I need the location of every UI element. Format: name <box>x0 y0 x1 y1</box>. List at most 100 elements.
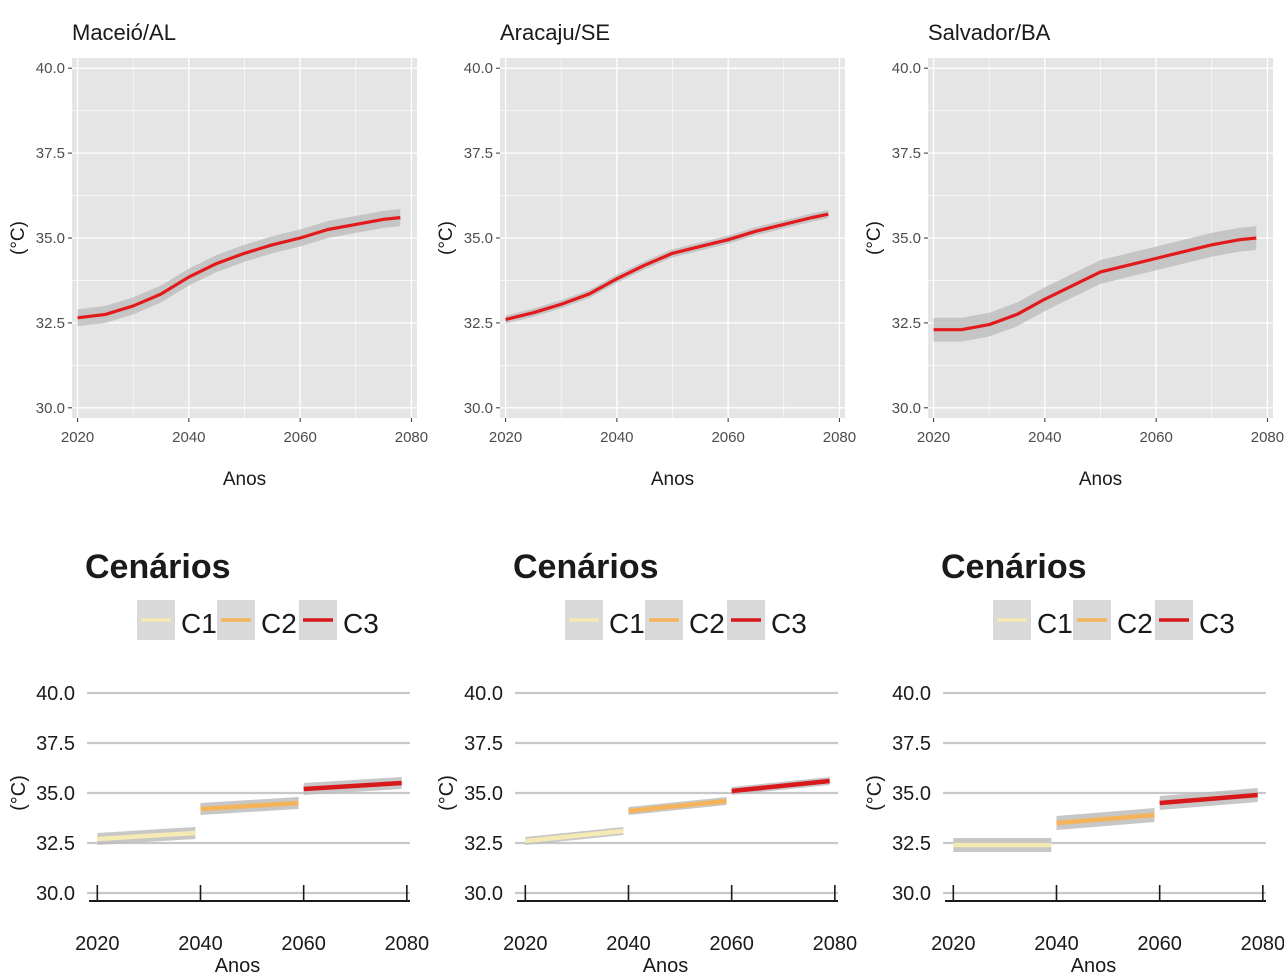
y-tick-label: 30.0 <box>36 400 65 417</box>
series-line-c1 <box>525 828 624 844</box>
x-tick-label: 2060 <box>1139 429 1172 446</box>
panel-title: Salvador/BA <box>928 20 1051 45</box>
x-axis-title: Anos <box>1071 955 1117 977</box>
chart-panel-1: Maceió/AL 30.0 32.5 35.0 37.5 40.0 2020 2040 206… <box>8 20 428 490</box>
x-tick-label: 2080 <box>823 429 856 446</box>
x-axis-title: Anos <box>1079 469 1122 490</box>
x-axis-title: Anos <box>651 469 694 490</box>
y-axis-title: (°C) <box>436 775 458 811</box>
y-tick-label: 32.5 <box>892 833 931 855</box>
y-tick-label: 35.0 <box>892 783 931 805</box>
y-axis-title: (°C) <box>864 221 885 255</box>
series-line-c2 <box>628 798 727 814</box>
y-tick-label: 35.0 <box>464 783 503 805</box>
x-tick-label: 2020 <box>61 429 94 446</box>
chart-panel-3: Salvador/BA 30.0 32.5 35.0 37.5 40.0 2020 2040 2… <box>864 20 1284 490</box>
legend-label: C3 <box>771 608 807 639</box>
y-axis-title: (°C) <box>436 221 457 255</box>
legend-label: C2 <box>1117 608 1153 639</box>
x-tick-label: 2040 <box>1028 429 1061 446</box>
y-tick-label: 30.0 <box>464 883 503 905</box>
x-tick-label: 2020 <box>931 933 976 955</box>
x-tick-label: 2020 <box>75 933 120 955</box>
series-line-c1 <box>97 830 196 842</box>
y-tick-label: 30.0 <box>36 883 75 905</box>
y-tick-label: 40.0 <box>892 60 921 77</box>
panel-title: Aracaju/SE <box>500 20 610 45</box>
x-tick-label: 2040 <box>178 933 223 955</box>
series-line-c2 <box>200 800 299 812</box>
y-tick-label: 37.5 <box>36 733 75 755</box>
y-tick-label: 40.0 <box>464 60 493 77</box>
x-axis-title: Anos <box>643 955 689 977</box>
y-tick-label: 30.0 <box>464 400 493 417</box>
series-line <box>505 212 829 322</box>
legend-label: C3 <box>1199 608 1235 639</box>
legend-label: C1 <box>1037 608 1073 639</box>
legend-title: Cenários <box>513 548 659 586</box>
scenario-panel-2: Cenários C1 C2 C3 30.0 32.5 35.0 37.5 40.0 2020 20… <box>436 548 857 977</box>
y-tick-label: 40.0 <box>464 683 503 705</box>
y-axis-title: (°C) <box>864 775 886 811</box>
x-tick-label: 2040 <box>1034 933 1079 955</box>
bottom-panels: Cenários C1 C2 C3 30.0 32.5 35.0 37.5 40.0 2020 20… <box>8 548 1284 977</box>
x-tick-label: 2020 <box>503 933 548 955</box>
x-axis-title: Anos <box>215 955 261 977</box>
top-panels: Maceió/AL 30.0 32.5 35.0 37.5 40.0 2020 2040 206… <box>8 20 1284 490</box>
y-tick-label: 30.0 <box>892 400 921 417</box>
x-tick-label: 2040 <box>172 429 205 446</box>
x-tick-label: 2080 <box>1251 429 1284 446</box>
y-tick-label: 32.5 <box>464 833 503 855</box>
y-tick-label: 35.0 <box>36 230 65 247</box>
series-line-c2 <box>1056 812 1155 826</box>
y-tick-label: 35.0 <box>36 783 75 805</box>
y-tick-label: 37.5 <box>36 145 65 162</box>
legend-label: C2 <box>261 608 297 639</box>
y-axis-title: (°C) <box>8 221 29 255</box>
y-tick-label: 32.5 <box>892 315 921 332</box>
y-tick-label: 37.5 <box>892 145 921 162</box>
y-tick-label: 30.0 <box>892 883 931 905</box>
legend-label: C1 <box>181 608 217 639</box>
x-tick-label: 2060 <box>283 429 316 446</box>
y-tick-label: 37.5 <box>464 145 493 162</box>
series-line-c3 <box>1159 792 1258 806</box>
y-tick-label: 32.5 <box>36 833 75 855</box>
legend-label: C2 <box>689 608 725 639</box>
y-tick-label: 32.5 <box>464 315 493 332</box>
x-tick-label: 2060 <box>709 933 754 955</box>
y-tick-label: 37.5 <box>892 733 931 755</box>
x-axis-title: Anos <box>223 469 266 490</box>
x-tick-label: 2060 <box>1137 933 1182 955</box>
series-line <box>933 236 1257 332</box>
x-tick-label: 2040 <box>606 933 651 955</box>
series-line <box>77 216 401 320</box>
x-tick-label: 2060 <box>281 933 326 955</box>
y-tick-label: 40.0 <box>36 683 75 705</box>
series-line-c3 <box>303 780 402 792</box>
x-tick-label: 2020 <box>917 429 950 446</box>
x-tick-label: 2080 <box>813 933 858 955</box>
confidence-ribbon <box>77 209 401 327</box>
y-tick-label: 40.0 <box>36 60 65 77</box>
y-tick-label: 35.0 <box>892 230 921 247</box>
chart-panel-2: Aracaju/SE 30.0 32.5 35.0 37.5 40.0 2020 2040 20… <box>436 20 856 490</box>
x-tick-label: 2040 <box>600 429 633 446</box>
legend-title: Cenários <box>941 548 1087 586</box>
y-tick-label: 37.5 <box>464 733 503 755</box>
y-axis-title: (°C) <box>8 775 30 811</box>
y-tick-label: 35.0 <box>464 230 493 247</box>
x-tick-label: 2080 <box>385 933 430 955</box>
y-tick-label: 40.0 <box>892 683 931 705</box>
x-tick-label: 2080 <box>395 429 428 446</box>
x-tick-label: 2020 <box>489 429 522 446</box>
series-line-c3 <box>731 778 830 794</box>
scenario-panel-1: Cenários C1 C2 C3 30.0 32.5 35.0 37.5 40.0 2020 20… <box>8 548 429 977</box>
legend-title: Cenários <box>85 548 231 586</box>
legend-label: C3 <box>343 608 379 639</box>
x-tick-label: 2080 <box>1241 933 1284 955</box>
y-tick-label: 32.5 <box>36 315 65 332</box>
scenario-panel-3: Cenários C1 C2 C3 30.0 32.5 35.0 37.5 40.0 2020 20… <box>864 548 1284 977</box>
legend-label: C1 <box>609 608 645 639</box>
